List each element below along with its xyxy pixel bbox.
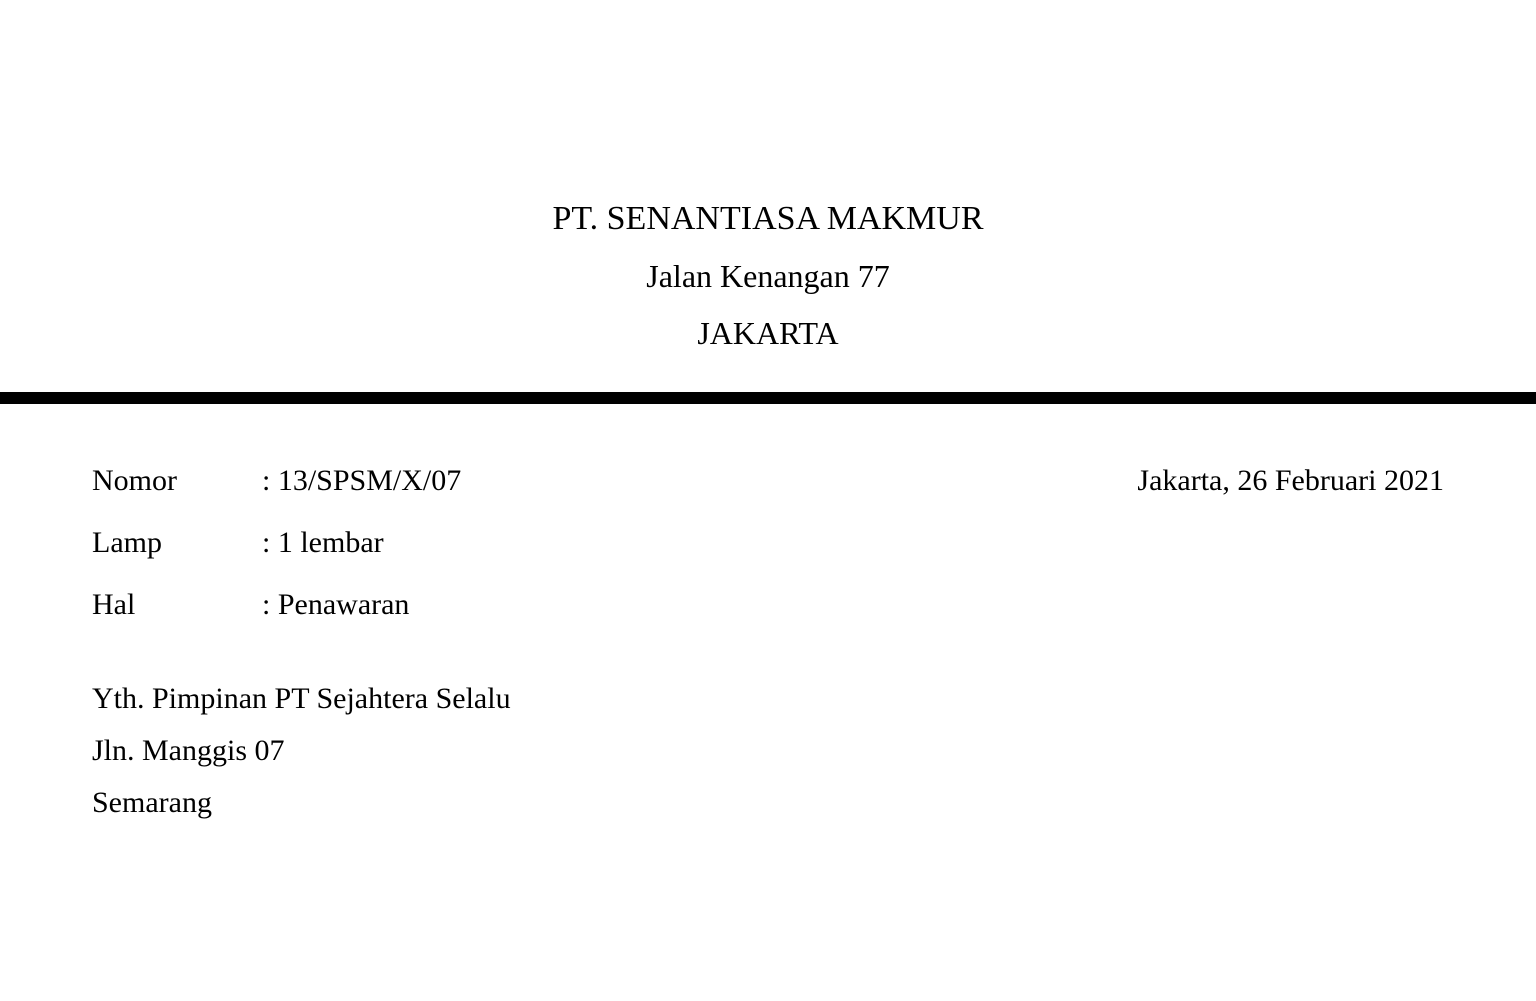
- nomor-label: Nomor: [92, 464, 262, 498]
- meta-row-lamp: Lamp : 1 lembar: [92, 526, 1444, 560]
- company-address: Jalan Kenangan 77: [0, 258, 1536, 295]
- recipient-block: Yth. Pimpinan PT Sejahtera Selalu Jln. M…: [92, 682, 1444, 820]
- letterhead-divider: [0, 392, 1536, 404]
- meta-row-hal: Hal : Penawaran: [92, 588, 1444, 622]
- lamp-value: : 1 lembar: [262, 526, 1444, 560]
- recipient-line-3: Semarang: [92, 786, 1444, 820]
- hal-value: : Penawaran: [262, 588, 1444, 622]
- recipient-line-2: Jln. Manggis 07: [92, 734, 1444, 768]
- meta-row-nomor: Nomor : 13/SPSM/X/07 Jakarta, 26 Februar…: [92, 464, 1444, 498]
- letter-date: Jakarta, 26 Februari 2021: [1137, 464, 1444, 498]
- nomor-value: : 13/SPSM/X/07: [262, 464, 1137, 498]
- company-name: PT. SENANTIASA MAKMUR: [0, 200, 1536, 238]
- recipient-line-1: Yth. Pimpinan PT Sejahtera Selalu: [92, 682, 1444, 716]
- hal-label: Hal: [92, 588, 262, 622]
- letter-content: Nomor : 13/SPSM/X/07 Jakarta, 26 Februar…: [0, 404, 1536, 820]
- letterhead: PT. SENANTIASA MAKMUR Jalan Kenangan 77 …: [0, 0, 1536, 392]
- lamp-label: Lamp: [92, 526, 262, 560]
- company-city: JAKARTA: [0, 315, 1536, 352]
